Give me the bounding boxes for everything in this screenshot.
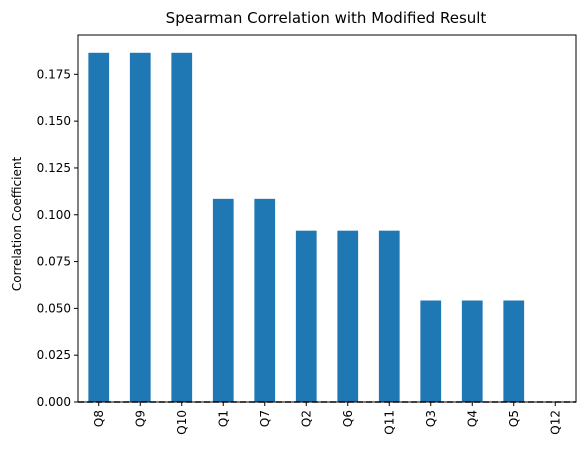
bar-q7 [254,198,276,402]
y-tick-label: 0.025 [37,348,71,362]
bar-q4 [461,300,483,402]
x-tick-label-q12: Q12 [548,410,562,435]
bar-q6 [337,230,359,402]
y-tick-label: 0.050 [37,301,71,315]
x-tick-label-q1: Q1 [216,410,230,427]
bar-q3 [420,300,442,402]
x-tick-label-q6: Q6 [341,410,355,427]
y-tick-label: 0.125 [37,161,71,175]
bar-q2 [295,230,317,402]
bar-q1 [212,198,234,402]
x-tick-label-q9: Q9 [133,410,147,427]
x-tick-label-q11: Q11 [382,410,396,435]
y-tick-label: 0.175 [37,67,71,81]
bar-q5 [503,300,525,402]
bar-q8 [88,52,110,402]
x-tick-label-q5: Q5 [507,410,521,427]
bar-q10 [171,52,193,402]
plot-frame [77,34,577,403]
y-tick-label: 0.075 [37,255,71,269]
y-axis: 0.000 0.025 0.050 0.075 0.100 0.125 0.150 0.175 [37,67,78,409]
y-tick-label: 0.100 [37,208,71,222]
x-tick-label-q10: Q10 [175,410,189,435]
bar-q9 [129,52,151,402]
bar-q11 [378,230,400,402]
x-tick-label-q3: Q3 [424,410,438,427]
y-tick-label: 0.000 [37,395,71,409]
bars-group [88,52,525,402]
y-axis-label: Correlation Coefficient [10,157,24,292]
x-tick-label-q4: Q4 [465,410,479,427]
x-tick-label-q8: Q8 [92,410,106,427]
chart-title: Spearman Correlation with Modified Resul… [166,9,487,27]
x-tick-label-q7: Q7 [258,410,272,427]
x-axis: Q8 Q9 Q10 Q1 Q7 Q2 Q6 Q11 Q3 Q4 Q5 Q12 [92,402,562,435]
y-tick-label: 0.150 [37,114,71,128]
x-tick-label-q2: Q2 [299,410,313,427]
